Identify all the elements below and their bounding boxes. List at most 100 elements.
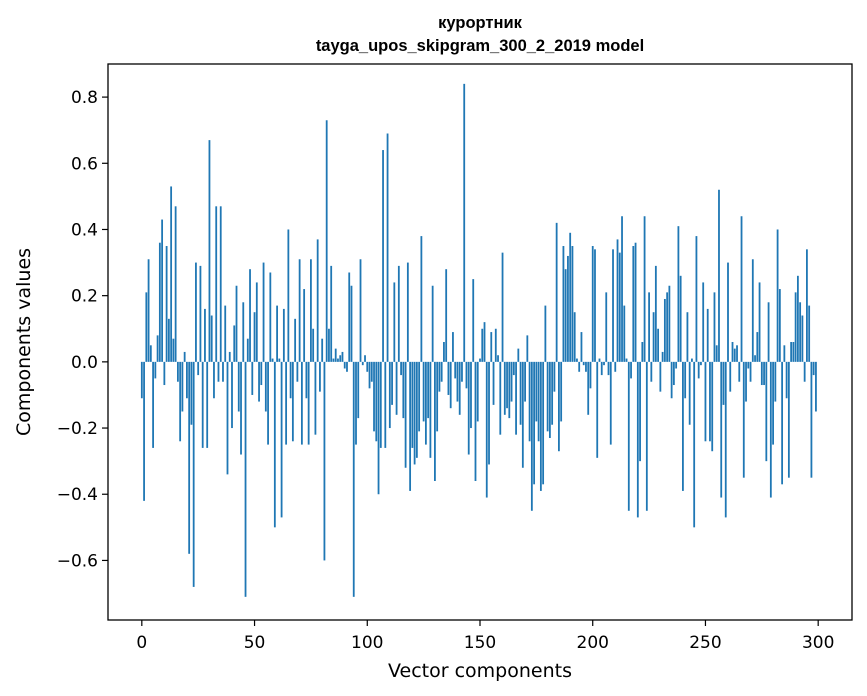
bar-33 <box>215 206 218 362</box>
bar-242 <box>686 312 689 362</box>
bar-150 <box>479 358 481 362</box>
bar-68 <box>294 318 297 362</box>
bar-31 <box>210 315 213 362</box>
x-tick-label: 50 <box>244 633 266 653</box>
bar-53 <box>260 361 263 386</box>
bar-131 <box>436 361 439 432</box>
bar-158 <box>497 355 499 362</box>
bar-140 <box>456 361 459 402</box>
bar-240 <box>682 361 684 491</box>
bar-273 <box>756 332 759 362</box>
bar-263 <box>733 348 736 362</box>
bar-101 <box>368 361 371 389</box>
bar-120 <box>411 361 414 448</box>
bar-10 <box>163 361 166 386</box>
bar-52 <box>258 361 260 402</box>
bar-252 <box>709 361 711 442</box>
bar-272 <box>754 355 756 362</box>
bar-110 <box>388 361 391 429</box>
bar-260 <box>727 262 729 362</box>
bar-103 <box>373 361 375 432</box>
bar-135 <box>445 269 448 362</box>
bar-161 <box>503 361 506 415</box>
bar-124 <box>420 236 423 362</box>
bar-92 <box>348 272 351 362</box>
bar-190 <box>569 232 572 362</box>
bar-182 <box>551 361 554 425</box>
bar-32 <box>213 361 215 399</box>
bar-19 <box>183 351 186 362</box>
bar-219 <box>634 242 637 362</box>
bar-180 <box>546 361 549 432</box>
bar-46 <box>244 361 247 597</box>
bar-122 <box>415 361 418 458</box>
bar-97 <box>359 259 362 362</box>
bar-70 <box>298 259 301 362</box>
bar-164 <box>510 361 513 402</box>
bar-133 <box>440 361 443 382</box>
x-tick-label: 150 <box>464 633 496 653</box>
bar-254 <box>713 292 716 362</box>
bar-51 <box>255 282 258 362</box>
bar-88 <box>339 355 342 362</box>
bar-4 <box>149 345 152 362</box>
bar-218 <box>632 246 635 362</box>
bar-55 <box>264 361 267 412</box>
bar-202 <box>596 361 599 458</box>
bar-54 <box>262 262 265 362</box>
bar-237 <box>675 361 678 369</box>
bar-57 <box>269 272 272 362</box>
bar-112 <box>393 282 396 362</box>
bar-136 <box>447 361 450 395</box>
bar-294 <box>803 361 806 382</box>
bar-265 <box>738 361 741 382</box>
bar-248 <box>700 361 702 366</box>
bar-156 <box>492 361 495 405</box>
bar-197 <box>585 361 587 372</box>
bar-116 <box>402 361 405 419</box>
bar-199 <box>589 361 592 389</box>
bar-18 <box>181 361 184 412</box>
bar-9 <box>161 219 164 362</box>
bar-203 <box>598 358 601 362</box>
bar-223 <box>643 216 646 362</box>
bar-69 <box>296 361 299 382</box>
bar-177 <box>539 361 542 491</box>
bar-139 <box>454 361 457 379</box>
bar-204 <box>600 361 603 376</box>
bar-241 <box>684 361 687 399</box>
bar-290 <box>794 292 797 362</box>
bar-15 <box>174 206 177 362</box>
bar-82 <box>325 120 328 362</box>
bar-series <box>140 83 817 597</box>
bar-155 <box>490 332 493 362</box>
bar-23 <box>192 361 195 587</box>
bar-111 <box>391 361 393 405</box>
bar-37 <box>224 305 227 362</box>
bar-221 <box>639 361 641 462</box>
x-axis-ticks: 0 50 100 150 200 250 300 <box>136 620 834 653</box>
bar-22 <box>190 361 193 425</box>
bar-144 <box>465 361 468 389</box>
bar-47 <box>246 338 249 362</box>
bar-247 <box>697 361 700 379</box>
y-axis-ticks: −0.6 −0.4 −0.2 0.0 0.2 0.4 0.6 0.8 <box>57 88 108 571</box>
bar-171 <box>526 335 529 362</box>
x-tick-label: 0 <box>136 633 147 653</box>
bar-125 <box>422 361 425 422</box>
bar-299 <box>815 361 817 412</box>
bar-170 <box>524 361 526 402</box>
bar-34 <box>217 361 220 382</box>
bar-259 <box>724 361 727 518</box>
bar-188 <box>564 269 567 362</box>
bar-81 <box>323 361 326 561</box>
bar-192 <box>573 312 576 362</box>
x-tick-label: 200 <box>577 633 609 653</box>
bar-279 <box>769 361 772 498</box>
bar-160 <box>501 252 504 362</box>
bar-231 <box>661 351 664 362</box>
bar-258 <box>722 361 725 405</box>
bar-226 <box>650 361 653 382</box>
bar-232 <box>663 298 666 362</box>
